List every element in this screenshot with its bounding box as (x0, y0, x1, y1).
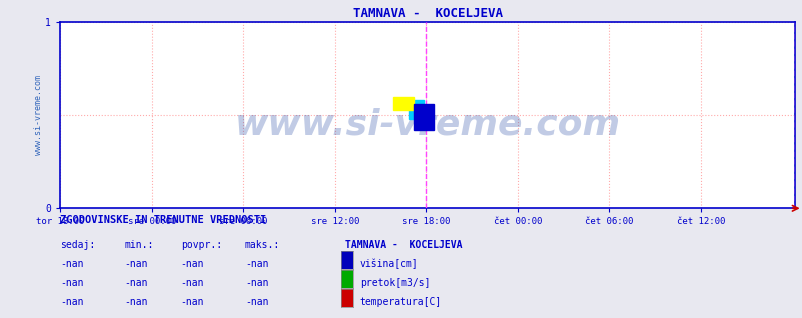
Text: -nan: -nan (245, 259, 268, 269)
Text: min.:: min.: (124, 240, 154, 250)
Text: TAMNAVA -  KOCELJEVA: TAMNAVA - KOCELJEVA (345, 240, 462, 250)
Polygon shape (413, 104, 433, 130)
Polygon shape (408, 100, 423, 119)
Text: -nan: -nan (124, 297, 148, 307)
Text: -nan: -nan (60, 259, 83, 269)
Text: maks.:: maks.: (245, 240, 280, 250)
Text: -nan: -nan (180, 297, 204, 307)
Text: temperatura[C]: temperatura[C] (359, 297, 441, 307)
Text: -nan: -nan (245, 297, 268, 307)
Text: višina[cm]: višina[cm] (359, 259, 418, 269)
Text: -nan: -nan (180, 278, 204, 288)
Y-axis label: www.si-vreme.com: www.si-vreme.com (34, 75, 43, 155)
Text: pretok[m3/s]: pretok[m3/s] (359, 278, 430, 288)
Title: TAMNAVA -  KOCELJEVA: TAMNAVA - KOCELJEVA (352, 7, 502, 20)
Polygon shape (393, 97, 413, 110)
Text: povpr.:: povpr.: (180, 240, 221, 250)
Text: -nan: -nan (180, 259, 204, 269)
Text: www.si-vreme.com: www.si-vreme.com (234, 107, 620, 142)
Text: -nan: -nan (245, 278, 268, 288)
Text: -nan: -nan (124, 259, 148, 269)
Text: ZGODOVINSKE IN TRENUTNE VREDNOSTI: ZGODOVINSKE IN TRENUTNE VREDNOSTI (60, 215, 266, 225)
Text: -nan: -nan (60, 297, 83, 307)
Text: -nan: -nan (124, 278, 148, 288)
Text: -nan: -nan (60, 278, 83, 288)
Text: sedaj:: sedaj: (60, 240, 95, 250)
